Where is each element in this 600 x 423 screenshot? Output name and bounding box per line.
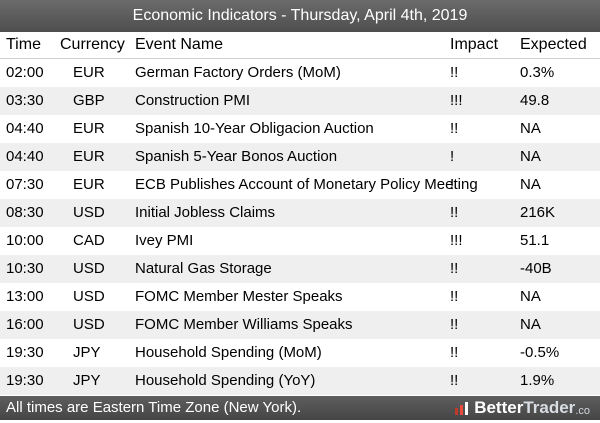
event-cell: Household Spending (YoY): [135, 372, 316, 389]
expected-cell: NA: [520, 120, 541, 137]
currency-cell: CAD: [73, 232, 105, 249]
time-cell: 02:00: [6, 64, 44, 81]
impact-cell: !!: [450, 64, 459, 81]
event-cell: Household Spending (MoM): [135, 344, 322, 361]
timezone-note: All times are Eastern Time Zone (New Yor…: [6, 399, 302, 416]
header-event: Event Name: [135, 36, 224, 53]
time-cell: 19:30: [6, 372, 44, 389]
event-cell: Spanish 10-Year Obligacion Auction: [135, 120, 374, 137]
table-row: 08:30 USD Initial Jobless Claims !! 216K: [0, 199, 600, 227]
impact-cell: !!: [450, 316, 459, 333]
brand-name-better: Better: [474, 398, 524, 417]
table-row: 10:30 USD Natural Gas Storage !! -40B: [0, 255, 600, 283]
expected-cell: 1.9%: [520, 372, 555, 389]
table-row: 19:30 JPY Household Spending (MoM) !! -0…: [0, 339, 600, 367]
table-row: 02:00 EUR German Factory Orders (MoM) !!…: [0, 59, 600, 87]
table-row: 04:40 EUR Spanish 10-Year Obligacion Auc…: [0, 115, 600, 143]
impact-cell: !!: [450, 344, 459, 361]
event-cell: FOMC Member Mester Speaks: [135, 288, 343, 305]
time-cell: 10:00: [6, 232, 44, 249]
currency-cell: USD: [73, 204, 105, 221]
impact-cell: !!: [450, 260, 459, 277]
table-header: Time Currency Event Name Impact Expected: [0, 32, 600, 59]
currency-cell: EUR: [73, 120, 105, 137]
impact-cell: !!: [450, 120, 459, 137]
currency-cell: EUR: [73, 176, 105, 193]
brand-logo-link[interactable]: Better Trader .co: [454, 396, 590, 420]
footer-bar: All times are Eastern Time Zone (New Yor…: [0, 396, 600, 420]
currency-cell: USD: [73, 288, 105, 305]
expected-cell: NA: [520, 316, 541, 333]
impact-cell: !!: [450, 204, 459, 221]
expected-cell: NA: [520, 288, 541, 305]
expected-cell: 51.1: [520, 232, 550, 249]
expected-cell: -0.5%: [520, 344, 560, 361]
brand-name-trader: Trader: [523, 398, 576, 417]
time-cell: 08:30: [6, 204, 44, 221]
table-body: 02:00 EUR German Factory Orders (MoM) !!…: [0, 59, 600, 395]
expected-cell: NA: [520, 148, 541, 165]
time-cell: 19:30: [6, 344, 44, 361]
time-cell: 03:30: [6, 92, 44, 109]
expected-cell: -40B: [520, 260, 552, 277]
header-expected: Expected: [520, 36, 587, 53]
table-row: 16:00 USD FOMC Member Williams Speaks !!…: [0, 311, 600, 339]
page-title: Economic Indicators - Thursday, April 4t…: [132, 7, 468, 24]
currency-cell: USD: [73, 260, 105, 277]
header-currency: Currency: [60, 36, 125, 53]
event-cell: German Factory Orders (MoM): [135, 64, 341, 81]
header-impact: Impact: [450, 36, 499, 53]
event-cell: Natural Gas Storage: [135, 260, 272, 277]
impact-cell: !: [450, 148, 455, 165]
event-cell: Ivey PMI: [135, 232, 194, 249]
table-row: 03:30 GBP Construction PMI !!! 49.8: [0, 87, 600, 115]
time-cell: 13:00: [6, 288, 44, 305]
table-row: 13:00 USD FOMC Member Mester Speaks !! N…: [0, 283, 600, 311]
impact-cell: !!!: [450, 92, 463, 109]
impact-cell: !!: [450, 372, 459, 389]
event-cell: Initial Jobless Claims: [135, 204, 276, 221]
currency-cell: EUR: [73, 64, 105, 81]
brand-domain: .co: [575, 405, 590, 417]
title-bar: Economic Indicators - Thursday, April 4t…: [0, 0, 600, 32]
header-time: Time: [6, 36, 41, 53]
event-cell: FOMC Member Williams Speaks: [135, 316, 353, 333]
expected-cell: 216K: [520, 204, 556, 221]
impact-cell: !: [450, 176, 455, 193]
time-cell: 04:40: [6, 148, 44, 165]
impact-cell: !!: [450, 288, 459, 305]
currency-cell: JPY: [73, 344, 101, 361]
expected-cell: NA: [520, 176, 541, 193]
time-cell: 04:40: [6, 120, 44, 137]
currency-cell: EUR: [73, 148, 105, 165]
expected-cell: 49.8: [520, 92, 550, 109]
time-cell: 10:30: [6, 260, 44, 277]
currency-cell: JPY: [73, 372, 101, 389]
event-cell: Spanish 5-Year Bonos Auction: [135, 148, 338, 165]
time-cell: 16:00: [6, 316, 44, 333]
table-row: 04:40 EUR Spanish 5-Year Bonos Auction !…: [0, 143, 600, 171]
better-trader-logo-icon: [455, 402, 469, 415]
currency-cell: GBP: [73, 92, 105, 109]
currency-cell: USD: [73, 316, 105, 333]
event-cell: ECB Publishes Account of Monetary Policy…: [135, 176, 478, 193]
table-row: 19:30 JPY Household Spending (YoY) !! 1.…: [0, 367, 600, 395]
impact-cell: !!!: [450, 232, 463, 249]
event-cell: Construction PMI: [135, 92, 251, 109]
table-row: 10:00 CAD Ivey PMI !!! 51.1: [0, 227, 600, 255]
table-row: 07:30 EUR ECB Publishes Account of Monet…: [0, 171, 600, 199]
expected-cell: 0.3%: [520, 64, 555, 81]
time-cell: 07:30: [6, 176, 44, 193]
